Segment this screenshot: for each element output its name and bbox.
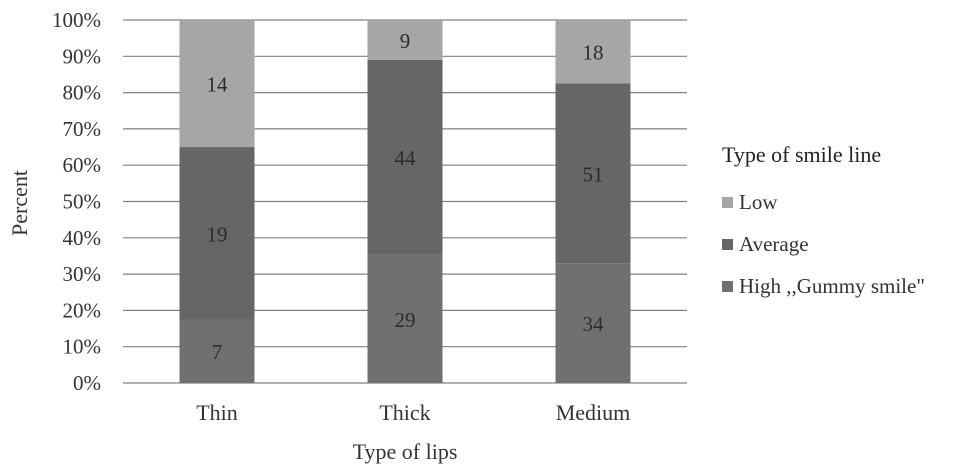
bar-segment bbox=[179, 20, 255, 148]
legend-swatch-average bbox=[722, 239, 733, 250]
y-axis-title: Percent bbox=[7, 170, 32, 236]
data-label: 19 bbox=[207, 222, 228, 246]
bar-segment bbox=[555, 263, 631, 383]
legend-title: Type of smile line bbox=[722, 142, 882, 167]
y-tick-label: 50% bbox=[63, 190, 102, 214]
data-label: 34 bbox=[583, 312, 605, 336]
data-label: 51 bbox=[583, 162, 604, 186]
data-label: 7 bbox=[212, 340, 223, 364]
legend-label-average: Average bbox=[739, 232, 809, 256]
data-labels: 7 19 14 29 44 9 34 51 18 bbox=[207, 29, 605, 364]
bar-segment bbox=[179, 147, 255, 320]
data-label: 44 bbox=[395, 146, 417, 170]
legend-item-average: Average bbox=[722, 232, 809, 257]
bar-segment bbox=[367, 59, 443, 255]
data-label: 29 bbox=[395, 308, 416, 332]
y-tick-label: 0% bbox=[73, 371, 101, 395]
y-tick-label: 70% bbox=[63, 117, 102, 141]
bar-segment bbox=[555, 83, 631, 264]
bar-segment bbox=[179, 319, 255, 383]
x-tick-label: Thin bbox=[196, 400, 238, 425]
axes: 0% 10% 20% 30% 40% 50% 60% 70% 80% 90% 100% Thin Thi… bbox=[52, 8, 630, 425]
data-label: 18 bbox=[583, 41, 604, 65]
bar-segment bbox=[367, 254, 443, 383]
bar-segment bbox=[367, 20, 443, 60]
x-axis-title: Type of lips bbox=[353, 439, 458, 464]
y-tick-label: 20% bbox=[63, 298, 102, 322]
data-label: 14 bbox=[207, 73, 229, 97]
y-tick-label: 90% bbox=[63, 44, 102, 68]
legend-swatch-low bbox=[722, 197, 733, 208]
y-tick-label: 60% bbox=[63, 153, 102, 177]
x-tick-label: Thick bbox=[379, 400, 430, 425]
legend-item-low: Low bbox=[722, 190, 778, 215]
legend-item-high: High ,,Gummy smile" bbox=[722, 274, 925, 299]
y-tick-label: 10% bbox=[63, 335, 102, 359]
bars bbox=[179, 20, 631, 383]
y-tick-label: 30% bbox=[63, 262, 102, 286]
bar-segment bbox=[555, 20, 631, 84]
y-tick-label: 40% bbox=[63, 226, 102, 250]
data-label: 9 bbox=[400, 29, 411, 53]
y-tick-label: 80% bbox=[63, 81, 102, 105]
legend-label-low: Low bbox=[739, 190, 778, 214]
legend-label-high: High ,,Gummy smile" bbox=[739, 274, 925, 298]
x-tick-label: Medium bbox=[556, 400, 631, 425]
legend-swatch-high bbox=[722, 281, 733, 292]
y-tick-label: 100% bbox=[52, 8, 101, 32]
